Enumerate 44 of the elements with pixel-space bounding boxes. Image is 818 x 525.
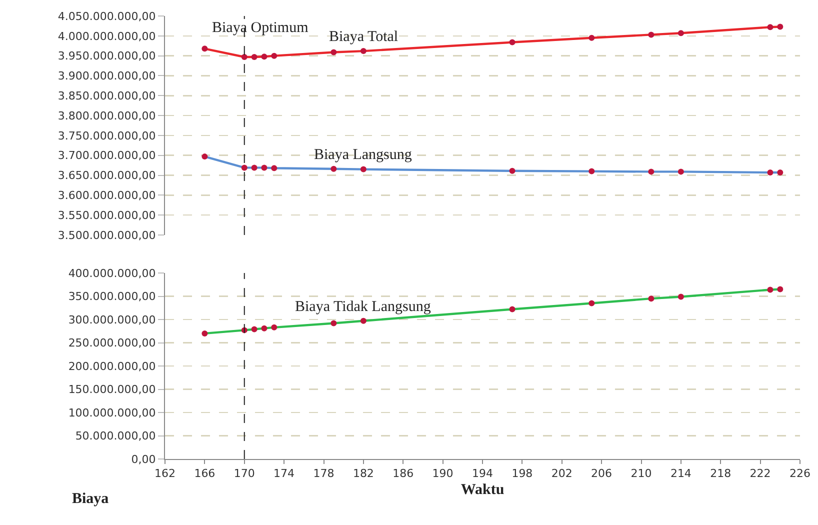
y-tick-label: 3.800.000.000,00 [58,109,156,122]
x-tick-label: 198 [512,467,533,480]
x-tick-label: 222 [750,467,771,480]
x-tick-label: 194 [472,467,493,480]
y-tick-label: 100.000.000,00 [68,406,156,420]
y-tick-label: 3.500.000.000,00 [58,228,156,242]
series-label: Biaya Tidak Langsung [295,299,432,315]
y-tick-label: 3.950.000.000,00 [58,50,156,63]
ref-line-label: Biaya Optimum [212,20,309,36]
x-tick-label: 162 [154,467,176,480]
x-tick-label: 202 [551,467,572,480]
x-tick-label: 214 [670,467,692,480]
y-tick-label: 400.000.000,00 [68,266,156,280]
x-tick-label: 218 [710,467,732,480]
y-tick-label: 3.650.000.000,00 [58,169,156,182]
x-tick-label: 210 [630,467,652,480]
y-tick-label: 0,00 [131,452,156,466]
x-tick-label: 190 [432,467,454,480]
x-tick-label: 174 [274,467,295,480]
y-tick-label: 50.000.000,00 [75,430,156,443]
y-tick-label: 150.000.000,00 [68,383,156,396]
x-tick-label: 170 [234,467,255,480]
y-tick-label: 3.850.000.000,00 [58,89,156,102]
y-tick-label: 3.600.000.000,00 [58,189,156,202]
x-tick-label: 226 [790,467,810,480]
y-tick-label: 3.750.000.000,00 [58,129,156,142]
y-tick-label: 350.000.000,00 [68,290,156,304]
y-axis-title: Biaya [72,491,110,507]
y-tick-label: 3.550.000.000,00 [58,208,156,222]
x-tick-label: 182 [352,467,374,480]
y-tick-label: 4.000.000.000,00 [58,30,156,43]
x-axis-title: Waktu [460,482,504,498]
y-tick-label: 3.700.000.000,00 [58,149,156,162]
x-tick-label: 166 [194,467,216,480]
x-tick-label: 206 [591,467,612,480]
series-label: Biaya Langsung [314,147,412,163]
y-tick-label: 250.000.000,00 [68,336,156,350]
x-tick-label: 178 [313,467,334,480]
x-tick-label: 186 [392,467,414,480]
y-tick-label: 3.900.000.000,00 [58,70,156,83]
series-label: Biaya Total [329,29,398,45]
y-tick-label: 4.050.000.000,00 [58,10,156,23]
y-tick-label: 300.000.000,00 [68,313,156,326]
y-tick-label: 200.000.000,00 [68,360,156,373]
